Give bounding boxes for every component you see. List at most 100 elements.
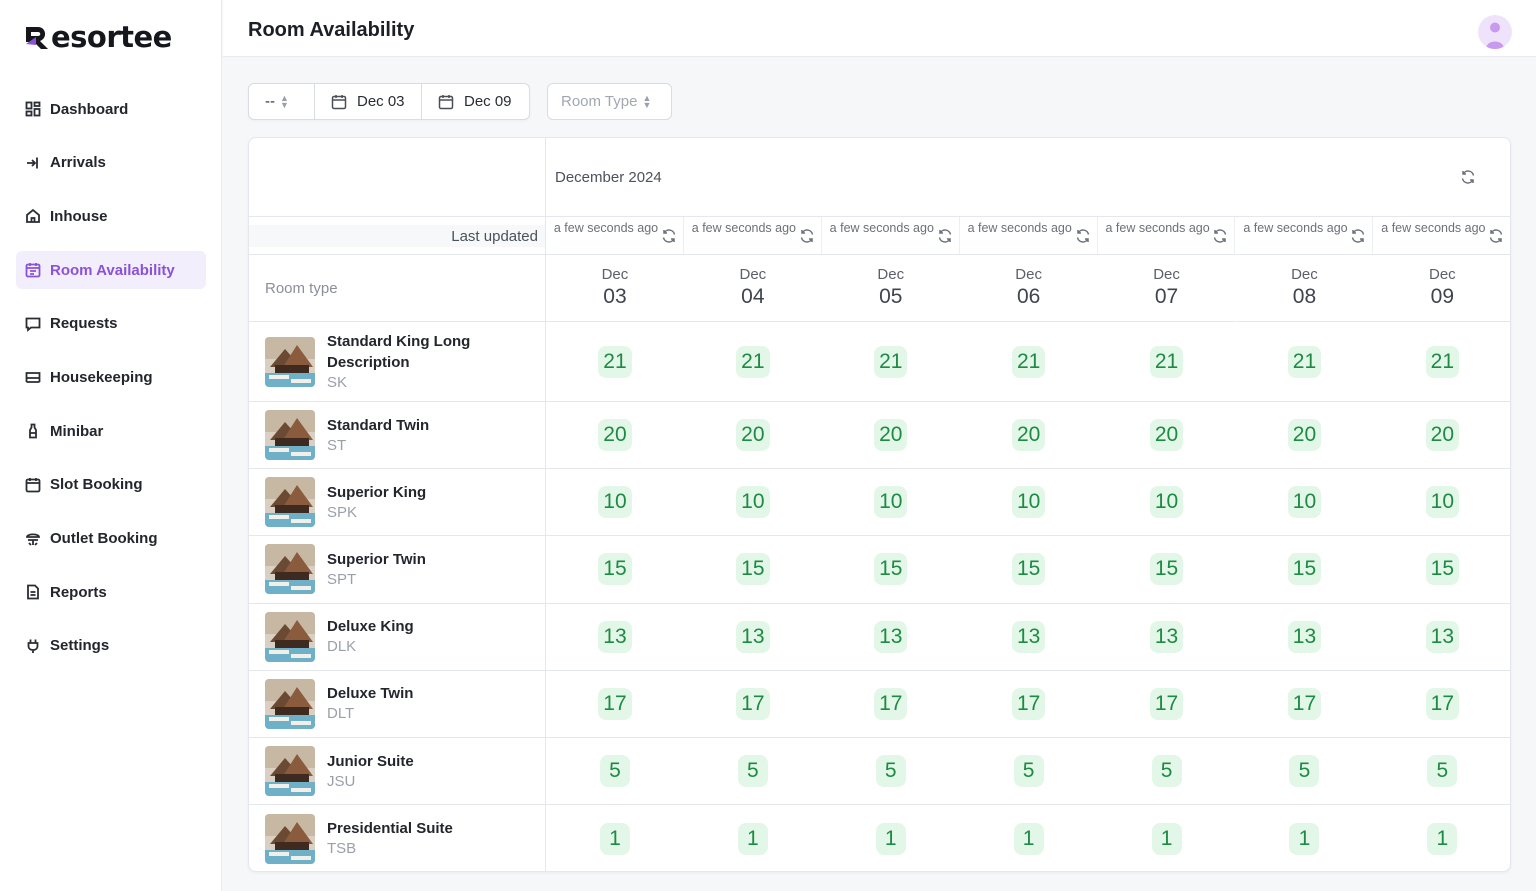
availability-cell[interactable]: 17: [1373, 671, 1510, 737]
availability-cell[interactable]: 20: [1236, 402, 1374, 468]
refresh-icon[interactable]: [1350, 228, 1366, 244]
availability-count: 20: [1149, 419, 1184, 452]
sidebar-item-inhouse[interactable]: Inhouse: [16, 197, 206, 235]
availability-cell[interactable]: 13: [1373, 604, 1510, 670]
availability-cell[interactable]: 17: [960, 671, 1098, 737]
availability-cell[interactable]: 10: [960, 469, 1098, 535]
availability-cell[interactable]: 13: [546, 604, 684, 670]
availability-cell[interactable]: 15: [822, 536, 960, 602]
sidebar-item-slot-booking[interactable]: Slot Booking: [16, 466, 206, 504]
availability-cell[interactable]: 1: [546, 805, 684, 871]
sidebar-item-outlet-booking[interactable]: Outlet Booking: [16, 520, 206, 558]
sidebar-item-room-availability[interactable]: Room Availability: [16, 251, 206, 290]
availability-cell[interactable]: 20: [822, 402, 960, 468]
sidebar-item-dashboard[interactable]: Dashboard: [16, 90, 206, 128]
sidebar-item-label: Housekeeping: [50, 368, 153, 386]
availability-cell[interactable]: 5: [684, 738, 822, 804]
availability-cell[interactable]: 15: [1373, 536, 1510, 602]
availability-cell[interactable]: 5: [1098, 738, 1236, 804]
availability-cell[interactable]: 17: [822, 671, 960, 737]
sidebar-item-reports[interactable]: Reports: [16, 573, 206, 611]
availability-cell[interactable]: 1: [1373, 805, 1510, 871]
availability-cell[interactable]: 1: [822, 805, 960, 871]
table-row: Standard Twin ST 20 20 20 20 20 20 20: [249, 402, 1510, 470]
availability-cell[interactable]: 10: [1373, 469, 1510, 535]
availability-cell[interactable]: 15: [546, 536, 684, 602]
refresh-icon[interactable]: [661, 228, 677, 244]
availability-cell[interactable]: 20: [546, 402, 684, 468]
availability-cell[interactable]: 15: [960, 536, 1098, 602]
date-header: Dec 06: [959, 255, 1098, 322]
availability-cell[interactable]: 20: [960, 402, 1098, 468]
availability-cell[interactable]: 17: [1098, 671, 1236, 737]
availability-cell[interactable]: 13: [822, 604, 960, 670]
availability-cell[interactable]: 10: [1098, 469, 1236, 535]
availability-cell[interactable]: 13: [1098, 604, 1236, 670]
availability-cell[interactable]: 17: [684, 671, 822, 737]
end-date-field[interactable]: Dec 09: [422, 84, 529, 119]
availability-cell[interactable]: 5: [1236, 738, 1374, 804]
availability-cell[interactable]: 21: [684, 322, 822, 401]
availability-cell[interactable]: 21: [822, 322, 960, 401]
table-row: Presidential Suite TSB 1 1 1 1 1 1 1: [249, 805, 1510, 871]
availability-cell[interactable]: 13: [684, 604, 822, 670]
refresh-icon[interactable]: [1488, 228, 1504, 244]
availability-cell[interactable]: 1: [1098, 805, 1236, 871]
refresh-icon[interactable]: [937, 228, 953, 244]
refresh-icon[interactable]: [1460, 169, 1476, 185]
availability-cell[interactable]: 13: [960, 604, 1098, 670]
avatar[interactable]: [1478, 15, 1512, 49]
availability-cell[interactable]: 21: [1236, 322, 1374, 401]
availability-cell[interactable]: 1: [960, 805, 1098, 871]
availability-cell[interactable]: 15: [1236, 536, 1374, 602]
refresh-icon[interactable]: [1075, 228, 1091, 244]
availability-cell[interactable]: 17: [546, 671, 684, 737]
availability-cell[interactable]: 21: [546, 322, 684, 401]
availability-count: 21: [1425, 345, 1460, 378]
availability-cell[interactable]: 1: [1236, 805, 1374, 871]
login-icon: [24, 154, 42, 172]
availability-cell[interactable]: 1: [684, 805, 822, 871]
availability-cell[interactable]: 20: [684, 402, 822, 468]
availability-cell[interactable]: 10: [684, 469, 822, 535]
availability-cell[interactable]: 5: [546, 738, 684, 804]
availability-cell[interactable]: 15: [684, 536, 822, 602]
availability-cell[interactable]: 13: [1236, 604, 1374, 670]
availability-cell[interactable]: 10: [822, 469, 960, 535]
availability-cell[interactable]: 5: [1373, 738, 1510, 804]
room-type-select[interactable]: Room Type ▲ ▼: [547, 83, 672, 120]
availability-cell[interactable]: 21: [960, 322, 1098, 401]
availability-cell[interactable]: 5: [822, 738, 960, 804]
refresh-icon[interactable]: [1212, 228, 1228, 244]
availability-cell[interactable]: 21: [1098, 322, 1236, 401]
availability-cell[interactable]: 10: [546, 469, 684, 535]
availability-cell[interactable]: 15: [1098, 536, 1236, 602]
availability-count: 10: [1425, 486, 1460, 519]
availability-cell[interactable]: 10: [1236, 469, 1374, 535]
availability-cell[interactable]: 21: [1373, 322, 1510, 401]
room-code: DLK: [327, 638, 357, 656]
refresh-icon[interactable]: [799, 228, 815, 244]
availability-count: 10: [1149, 486, 1184, 519]
availability-cell[interactable]: 20: [1098, 402, 1236, 468]
room-thumbnail: [265, 477, 315, 528]
availability-count: 15: [1011, 553, 1046, 586]
resortee-logo[interactable]: esortee: [24, 20, 172, 54]
sidebar-item-requests[interactable]: Requests: [16, 305, 206, 343]
sidebar-item-housekeeping[interactable]: Housekeeping: [16, 358, 206, 396]
date-header: Dec 03: [546, 255, 684, 322]
availability-cell[interactable]: 17: [1236, 671, 1374, 737]
room-info: Standard King Long Description SK: [265, 322, 545, 401]
sidebar-item-label: Dashboard: [50, 100, 129, 118]
sidebar-item-arrivals[interactable]: Arrivals: [16, 144, 206, 182]
availability-cell[interactable]: 5: [960, 738, 1098, 804]
start-date-field[interactable]: Dec 03: [315, 84, 422, 119]
sidebar-item-minibar[interactable]: Minibar: [16, 412, 206, 450]
date-day: 03: [603, 285, 627, 308]
range-select[interactable]: -- ▲ ▼: [249, 84, 315, 119]
sidebar-item-settings[interactable]: Settings: [16, 627, 206, 665]
table-row: Junior Suite JSU 5 5 5 5 5 5 5: [249, 738, 1510, 806]
availability-cell[interactable]: 20: [1373, 402, 1510, 468]
date-header: Dec 08: [1235, 255, 1374, 322]
last-updated-text: a few seconds ago: [1381, 221, 1486, 235]
